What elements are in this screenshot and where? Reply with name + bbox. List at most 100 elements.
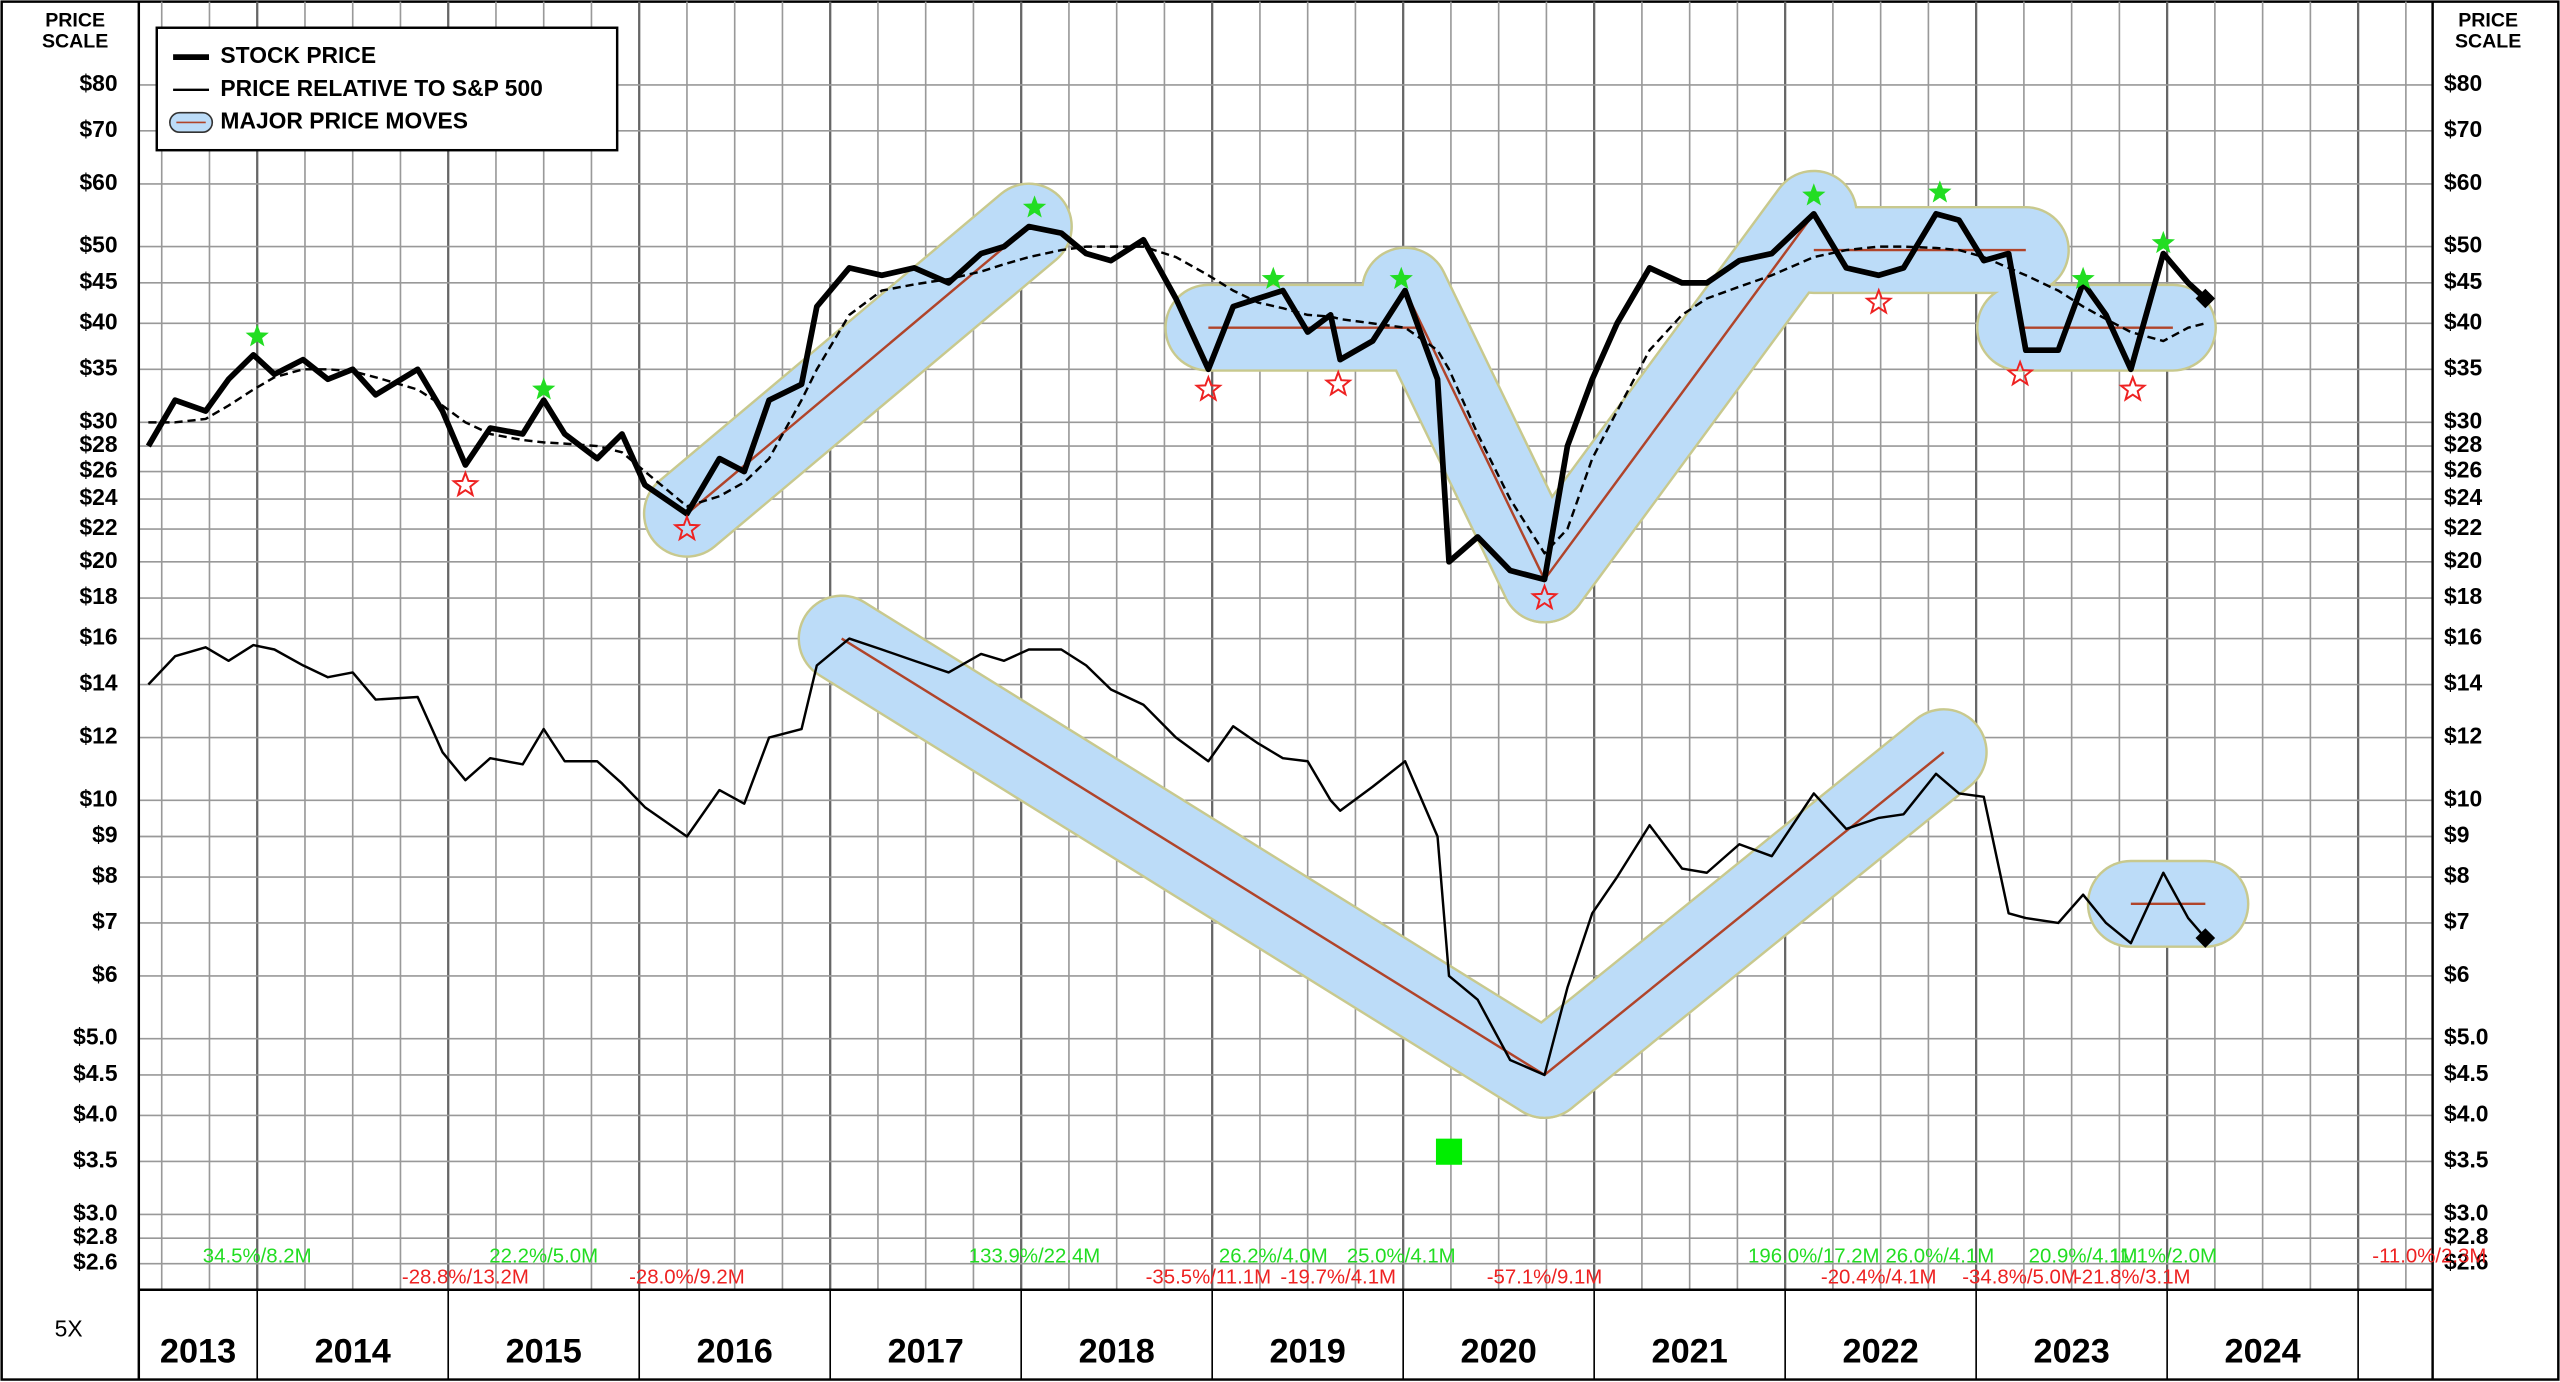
trough-label: -21.8%/3.1M xyxy=(2075,1267,2191,1289)
year-label: 2021 xyxy=(1652,1332,1728,1370)
price-scale-label: SCALE xyxy=(42,31,108,53)
end-marker xyxy=(2195,928,2216,948)
y-tick-label: $10 xyxy=(2444,785,2482,811)
y-tick-label: $50 xyxy=(79,232,117,258)
y-tick-label: $40 xyxy=(79,308,117,334)
lines xyxy=(145,210,2208,1077)
y-tick-label: $45 xyxy=(79,268,117,294)
y-tick-label: $14 xyxy=(2444,670,2482,696)
trough-label: -28.0%/9.2M xyxy=(629,1267,745,1289)
year-label: 2013 xyxy=(160,1332,236,1370)
trough-label: -35.5%/11.1M xyxy=(1146,1267,1271,1289)
y-tick-label: $80 xyxy=(2444,70,2482,96)
peak-label: 25.0%/4.1M xyxy=(1347,1245,1456,1267)
series-line xyxy=(148,245,2206,555)
trough-label: -19.7%/4.1M xyxy=(1280,1267,1396,1289)
y-tick-label: $10 xyxy=(79,785,117,811)
y-tick-label: $12 xyxy=(79,723,117,749)
peak-star xyxy=(1928,180,1952,203)
year-label: 2020 xyxy=(1461,1332,1537,1370)
y-tick-label: $18 xyxy=(2444,583,2482,609)
year-label: 2024 xyxy=(2225,1332,2301,1370)
y-tick-label: $70 xyxy=(79,116,117,142)
legend: STOCK PRICE PRICE RELATIVE TO S&P 500 MAJO… xyxy=(155,26,619,152)
y-tick-label: $2.6 xyxy=(73,1249,117,1275)
markers xyxy=(245,180,2216,1165)
peak-label: 26.0%/4.1M xyxy=(1885,1245,1994,1267)
y-tick-label: $6 xyxy=(2444,961,2469,987)
y-tick-label: $26 xyxy=(79,457,117,483)
y-tick-label: $2.6 xyxy=(2444,1249,2488,1275)
year-label: 2018 xyxy=(1079,1332,1155,1370)
y-tick-label: $16 xyxy=(79,624,117,650)
y-tick-label: $5.0 xyxy=(73,1024,117,1050)
y-tick-label: $2.8 xyxy=(73,1223,117,1249)
trough-label: -28.8%/13.2M xyxy=(402,1267,529,1289)
legend-label: PRICE RELATIVE TO S&P 500 xyxy=(220,75,542,101)
trough-star xyxy=(1323,369,1353,397)
y-tick-label: $7 xyxy=(2444,908,2469,934)
y-tick-label: $12 xyxy=(2444,723,2482,749)
trough-label: -34.8%/5.0M xyxy=(1962,1267,2078,1289)
legend-label: MAJOR PRICE MOVES xyxy=(220,107,468,133)
y-tick-label: $20 xyxy=(2444,547,2482,573)
signal-square xyxy=(1435,1138,1463,1165)
price-scale-label: PRICE xyxy=(2458,9,2518,31)
peak-star xyxy=(1802,183,1826,206)
y-tick-label: $22 xyxy=(2444,514,2482,540)
y-tick-label: $3.0 xyxy=(2444,1199,2488,1225)
year-label: 2022 xyxy=(1843,1332,1919,1370)
y-tick-label: $14 xyxy=(79,670,117,696)
major-move xyxy=(1543,751,1945,1076)
y-tick-label: $24 xyxy=(2444,484,2482,510)
peak-label: 20.9%/4.1M xyxy=(2029,1245,2138,1267)
year-label: 2023 xyxy=(2034,1332,2110,1370)
major-move xyxy=(1543,213,1815,581)
y-tick-label: $4.5 xyxy=(2444,1060,2489,1086)
y-tick-label: $3.5 xyxy=(2444,1146,2489,1172)
peak-label: 26.2%/4.0M xyxy=(1219,1245,1328,1267)
year-label: 2016 xyxy=(697,1332,773,1370)
multiplier-label: 5X xyxy=(55,1316,83,1342)
y-tick-label: $3.5 xyxy=(73,1146,118,1172)
peak-star xyxy=(2071,266,2095,289)
price-scale-label: PRICE xyxy=(45,9,105,31)
y-tick-label: $2.8 xyxy=(2444,1223,2488,1249)
peak-label: 196.0%/17.2M xyxy=(1748,1245,1880,1267)
end-marker xyxy=(2195,288,2216,309)
trough-star xyxy=(2118,374,2148,402)
y-tick-label: $9 xyxy=(2444,822,2469,848)
trough-star xyxy=(1530,583,1559,611)
y-tick-label: $45 xyxy=(2444,268,2482,294)
trough-star xyxy=(2005,359,2035,387)
peak-star xyxy=(245,324,269,347)
y-tick-label: $40 xyxy=(2444,308,2482,334)
y-tick-label: $35 xyxy=(79,354,117,380)
y-tick-label: $28 xyxy=(2444,431,2482,457)
peak-label: 11.1%/2.0M xyxy=(2110,1245,2217,1267)
y-tick-label: $28 xyxy=(79,431,117,457)
y-tick-label: $18 xyxy=(79,583,117,609)
trough-star xyxy=(1864,287,1894,315)
trough-label: -20.4%/4.1M xyxy=(1821,1267,1937,1289)
series-line xyxy=(145,210,2208,583)
year-label: 2014 xyxy=(315,1332,391,1370)
y-tick-label: $30 xyxy=(79,407,117,433)
y-tick-label: $3.0 xyxy=(73,1199,117,1225)
price-scale-label: SCALE xyxy=(2455,31,2521,53)
y-tick-label: $5.0 xyxy=(2444,1024,2488,1050)
y-tick-label: $22 xyxy=(79,514,117,540)
year-label: 2019 xyxy=(1270,1332,1346,1370)
y-tick-label: $80 xyxy=(79,70,117,96)
year-label: 2015 xyxy=(506,1332,582,1370)
y-tick-label: $50 xyxy=(2444,232,2482,258)
peak-label: 133.9%/22.4M xyxy=(969,1245,1101,1267)
y-tick-label: $4.0 xyxy=(2444,1100,2488,1126)
y-tick-label: $16 xyxy=(2444,624,2482,650)
major-move xyxy=(1403,290,1546,580)
peak-star xyxy=(1022,195,1047,218)
grid xyxy=(138,1,2433,1290)
peak-star xyxy=(2151,230,2175,254)
